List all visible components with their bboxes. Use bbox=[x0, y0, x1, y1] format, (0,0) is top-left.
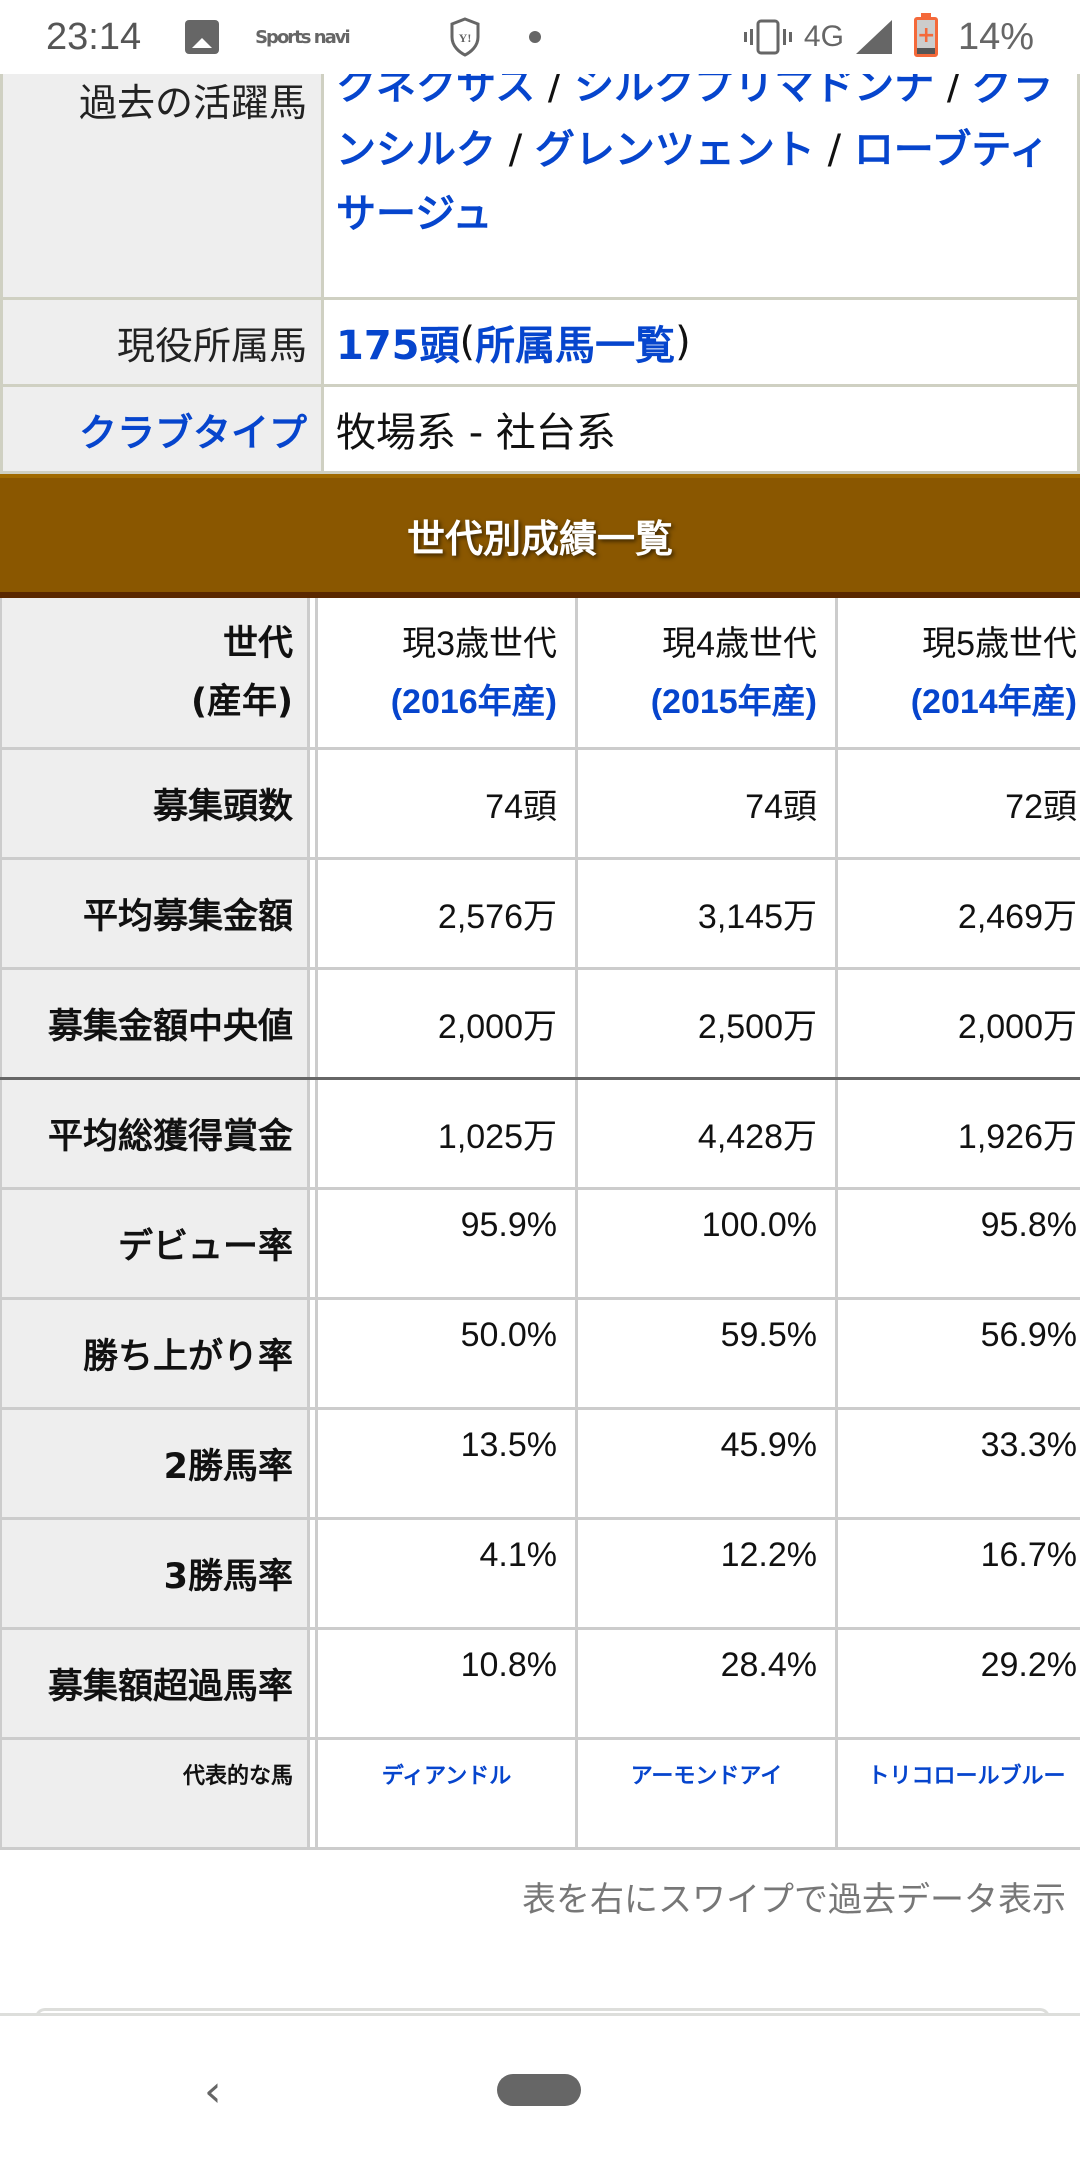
table-cell: 29.2% bbox=[838, 1630, 1080, 1737]
row-label: デビュー率 bbox=[0, 1190, 310, 1297]
table-row: 募集額超過馬率 10.8% 28.4% 29.2% bbox=[0, 1630, 1080, 1740]
table-cell: 33.3% bbox=[838, 1410, 1080, 1517]
row-label: 平均総獲得賞金 bbox=[0, 1080, 310, 1187]
row-label: 2勝馬率 bbox=[0, 1410, 310, 1517]
vibrate-icon bbox=[743, 19, 792, 55]
battery-percent: 14% bbox=[957, 15, 1034, 58]
row-label: 募集頭数 bbox=[0, 750, 310, 857]
representative-horse-link[interactable]: アーモンドアイ bbox=[578, 1740, 838, 1847]
active-horses-row: 現役所属馬 175頭 ( 所属馬一覧 ) bbox=[0, 300, 1080, 387]
table-cell: 3,145万 bbox=[578, 860, 838, 967]
column-header: 現5歳世代 (2014年産) bbox=[838, 598, 1080, 747]
table-cell: 4.1% bbox=[318, 1520, 578, 1627]
generation-stats-table[interactable]: 世代 (産年) 現3歳世代 (2016年産) 現4歳世代 (2015年産) 現5… bbox=[0, 598, 1080, 1850]
swipe-hint: 表を右にスワイプで過去データ表示 bbox=[522, 1880, 1066, 1920]
table-cell: 12.2% bbox=[578, 1520, 838, 1627]
table-cell: 74頭 bbox=[318, 750, 578, 857]
column-header: 現3歳世代 (2016年産) bbox=[318, 598, 578, 747]
yahoo-shield-icon: Y! bbox=[450, 17, 480, 57]
table-cell: 28.4% bbox=[578, 1630, 838, 1737]
table-cell: 72頭 bbox=[838, 750, 1080, 857]
table-cell: 95.8% bbox=[838, 1190, 1080, 1297]
table-cell: 16.7% bbox=[838, 1520, 1080, 1627]
row-label: 募集額超過馬率 bbox=[0, 1630, 310, 1737]
status-bar: 23:14 Sports navi Y! 4G + 14% bbox=[0, 0, 1080, 74]
table-cell: 100.0% bbox=[578, 1190, 838, 1297]
column-header: 現4歳世代 (2015年産) bbox=[578, 598, 838, 747]
table-row: 平均総獲得賞金 1,025万 4,428万 1,926万 bbox=[0, 1080, 1080, 1190]
table-cell: 2,000万 bbox=[838, 970, 1080, 1077]
table-cell: 2,500万 bbox=[578, 970, 838, 1077]
battery-icon: + bbox=[913, 13, 938, 57]
generation-header-label: 世代 (産年) bbox=[0, 598, 310, 747]
row-label: 3勝馬率 bbox=[0, 1520, 310, 1627]
table-row: 3勝馬率 4.1% 12.2% 16.7% bbox=[0, 1520, 1080, 1630]
back-button[interactable]: ‹ bbox=[204, 2066, 222, 2117]
svg-text:Y!: Y! bbox=[458, 31, 471, 45]
club-type-value: 牧場系 - 社台系 bbox=[324, 387, 1080, 471]
clock: 23:14 bbox=[46, 15, 142, 58]
table-row: 2勝馬率 13.5% 45.9% 33.3% bbox=[0, 1410, 1080, 1520]
table-row: 募集頭数 74頭 74頭 72頭 bbox=[0, 750, 1080, 860]
network-type: 4G bbox=[803, 20, 844, 53]
table-cell: 1,926万 bbox=[838, 1080, 1080, 1187]
table-cell: 2,469万 bbox=[838, 860, 1080, 967]
year-link[interactable]: (2016年産) bbox=[390, 682, 557, 721]
past-horses-label: 過去の活躍馬 bbox=[0, 30, 324, 297]
row-label: 代表的な馬 bbox=[0, 1740, 310, 1847]
table-row: 平均募集金額 2,576万 3,145万 2,469万 bbox=[0, 860, 1080, 970]
table-cell: 50.0% bbox=[318, 1300, 578, 1407]
table-row: 募集金額中央値 2,000万 2,500万 2,000万 bbox=[0, 970, 1080, 1080]
active-horses-value: 175頭 ( 所属馬一覧 ) bbox=[324, 300, 1080, 384]
representative-horse-link[interactable]: トリコロールブルー bbox=[838, 1740, 1080, 1847]
row-label: 募集金額中央値 bbox=[0, 970, 310, 1077]
table-cell: 13.5% bbox=[318, 1410, 578, 1517]
representative-horses-row: 代表的な馬 ディアンドル アーモンドアイ トリコロールブルー bbox=[0, 1740, 1080, 1850]
table-cell: 59.5% bbox=[578, 1300, 838, 1407]
sportsnavi-icon: Sports navi bbox=[255, 26, 351, 48]
gallery-icon bbox=[185, 20, 220, 54]
table-cell: 45.9% bbox=[578, 1410, 838, 1517]
representative-horse-link[interactable]: ディアンドル bbox=[318, 1740, 578, 1847]
row-label: 平均募集金額 bbox=[0, 860, 310, 967]
club-type-row: クラブタイプ 牧場系 - 社台系 bbox=[0, 387, 1080, 474]
table-row: 勝ち上がり率 50.0% 59.5% 56.9% bbox=[0, 1300, 1080, 1410]
horse-link[interactable]: グレンツェント bbox=[534, 127, 815, 173]
active-horse-count-link[interactable]: 175頭 bbox=[336, 323, 460, 369]
table-cell: 2,000万 bbox=[318, 970, 578, 1077]
table-cell: 95.9% bbox=[318, 1190, 578, 1297]
table-cell: 56.9% bbox=[838, 1300, 1080, 1407]
year-link[interactable]: (2014年産) bbox=[910, 682, 1077, 721]
table-cell: 10.8% bbox=[318, 1630, 578, 1737]
table-cell: 4,428万 bbox=[578, 1080, 838, 1187]
status-right: 4G + 14% bbox=[743, 13, 1034, 59]
club-type-link[interactable]: クラブタイプ bbox=[78, 410, 307, 455]
home-button[interactable] bbox=[497, 2074, 581, 2106]
navigation-bar: ‹ bbox=[0, 2013, 1080, 2160]
table-header-row: 世代 (産年) 現3歳世代 (2016年産) 現4歳世代 (2015年産) 現5… bbox=[0, 598, 1080, 750]
table-row: デビュー率 95.9% 100.0% 95.8% bbox=[0, 1190, 1080, 1300]
section-header: 世代別成績一覧 bbox=[0, 474, 1080, 598]
horse-link[interactable]: ローブティサージュ bbox=[336, 127, 1050, 237]
active-horses-label: 現役所属馬 bbox=[0, 300, 324, 384]
table-cell: 1,025万 bbox=[318, 1080, 578, 1187]
horse-list-link[interactable]: 所属馬一覧 bbox=[475, 323, 676, 369]
table-cell: 74頭 bbox=[578, 750, 838, 857]
table-cell: 2,576万 bbox=[318, 860, 578, 967]
year-link[interactable]: (2015年産) bbox=[650, 682, 817, 721]
notification-dot-icon bbox=[528, 31, 541, 43]
signal-icon bbox=[855, 20, 892, 54]
club-type-label-cell: クラブタイプ bbox=[0, 387, 324, 471]
row-label: 勝ち上がり率 bbox=[0, 1300, 310, 1407]
